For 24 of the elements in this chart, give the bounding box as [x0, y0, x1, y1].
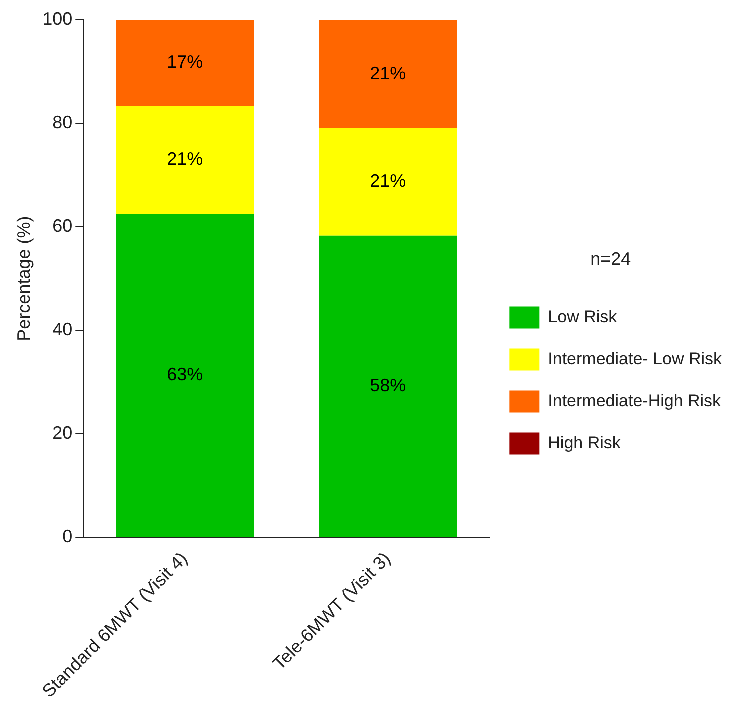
y-tick-label: 40 — [52, 320, 73, 340]
bar — [116, 214, 254, 538]
bar — [116, 20, 254, 106]
y-tick-label: 60 — [52, 216, 73, 236]
legend-title: n=24 — [590, 249, 632, 270]
data-label: 21% — [370, 63, 406, 84]
legend-label: Low Risk — [548, 307, 618, 326]
data-label: 21% — [370, 170, 406, 191]
legend-label: Intermediate- Low Risk — [548, 349, 722, 368]
data-label: 21% — [167, 149, 204, 170]
bar — [319, 20, 458, 128]
data-label: 17% — [167, 52, 204, 72]
data-label: 58% — [370, 375, 406, 396]
data-label: 63% — [167, 364, 204, 385]
y-tick-label: 20 — [52, 423, 73, 444]
bar — [319, 236, 458, 538]
bar — [116, 106, 254, 214]
y-tick-label: 0 — [62, 526, 73, 547]
legend-label: High Risk — [548, 433, 622, 452]
bar — [319, 128, 458, 236]
y-tick-label: 100 — [42, 8, 73, 29]
y-axis-title: Percentage (%) — [14, 216, 34, 342]
y-tick-label: 80 — [52, 112, 73, 132]
legend-label: Intermediate-High Risk — [548, 391, 722, 410]
